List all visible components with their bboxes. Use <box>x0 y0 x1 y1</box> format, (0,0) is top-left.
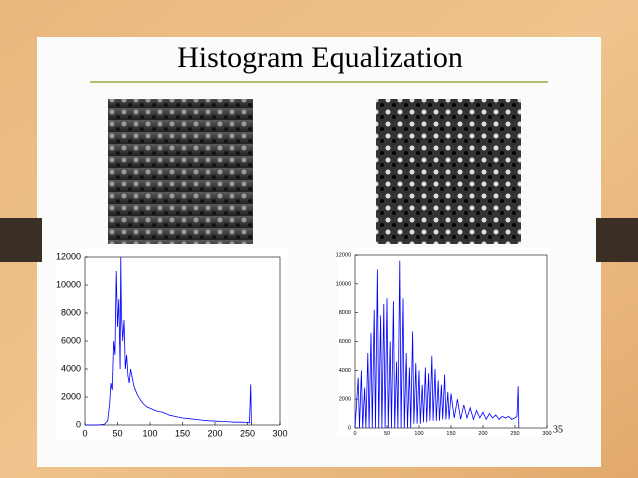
y-tick-label: 10000 <box>56 279 81 289</box>
y-tick-label: 4000 <box>339 368 351 374</box>
x-tick-label: 0 <box>82 428 87 438</box>
y-tick-label: 2000 <box>61 391 81 401</box>
y-tick-label: 8000 <box>61 307 81 317</box>
y-tick-label: 6000 <box>339 339 351 345</box>
y-tick-label: 8000 <box>339 310 351 316</box>
equalized-photo <box>376 99 521 244</box>
x-tick-label: 200 <box>478 431 487 437</box>
y-tick-label: 4000 <box>61 363 81 373</box>
histogram-line <box>85 256 252 426</box>
side-tab <box>596 218 638 262</box>
histogram-line <box>354 260 520 429</box>
x-tick-label: 300 <box>272 428 287 438</box>
page-number: 35 <box>553 424 563 435</box>
x-tick-label: 250 <box>510 431 519 437</box>
y-tick-label: 0 <box>76 419 81 429</box>
x-tick-label: 250 <box>240 428 255 438</box>
x-tick-label: 100 <box>414 431 423 437</box>
y-tick-label: 12000 <box>56 251 81 261</box>
x-tick-label: 150 <box>175 428 190 438</box>
y-tick-label: 10000 <box>336 281 351 287</box>
x-tick-label: 300 <box>542 431 551 437</box>
x-tick-label: 200 <box>207 428 222 438</box>
x-tick-label: 50 <box>112 428 122 438</box>
original-photo <box>108 99 253 244</box>
y-tick-label: 6000 <box>61 335 81 345</box>
slide-title: Histogram Equalization <box>177 41 463 74</box>
y-tick-label: 12000 <box>336 252 351 258</box>
y-tick-label: 2000 <box>339 397 351 403</box>
side-tab <box>0 218 42 262</box>
x-tick-label: 100 <box>142 428 157 438</box>
x-tick-label: 150 <box>446 431 455 437</box>
x-tick-label: 0 <box>353 431 356 437</box>
chart-panel <box>57 249 288 440</box>
x-tick-label: 50 <box>384 431 390 437</box>
y-tick-label: 0 <box>348 425 351 431</box>
